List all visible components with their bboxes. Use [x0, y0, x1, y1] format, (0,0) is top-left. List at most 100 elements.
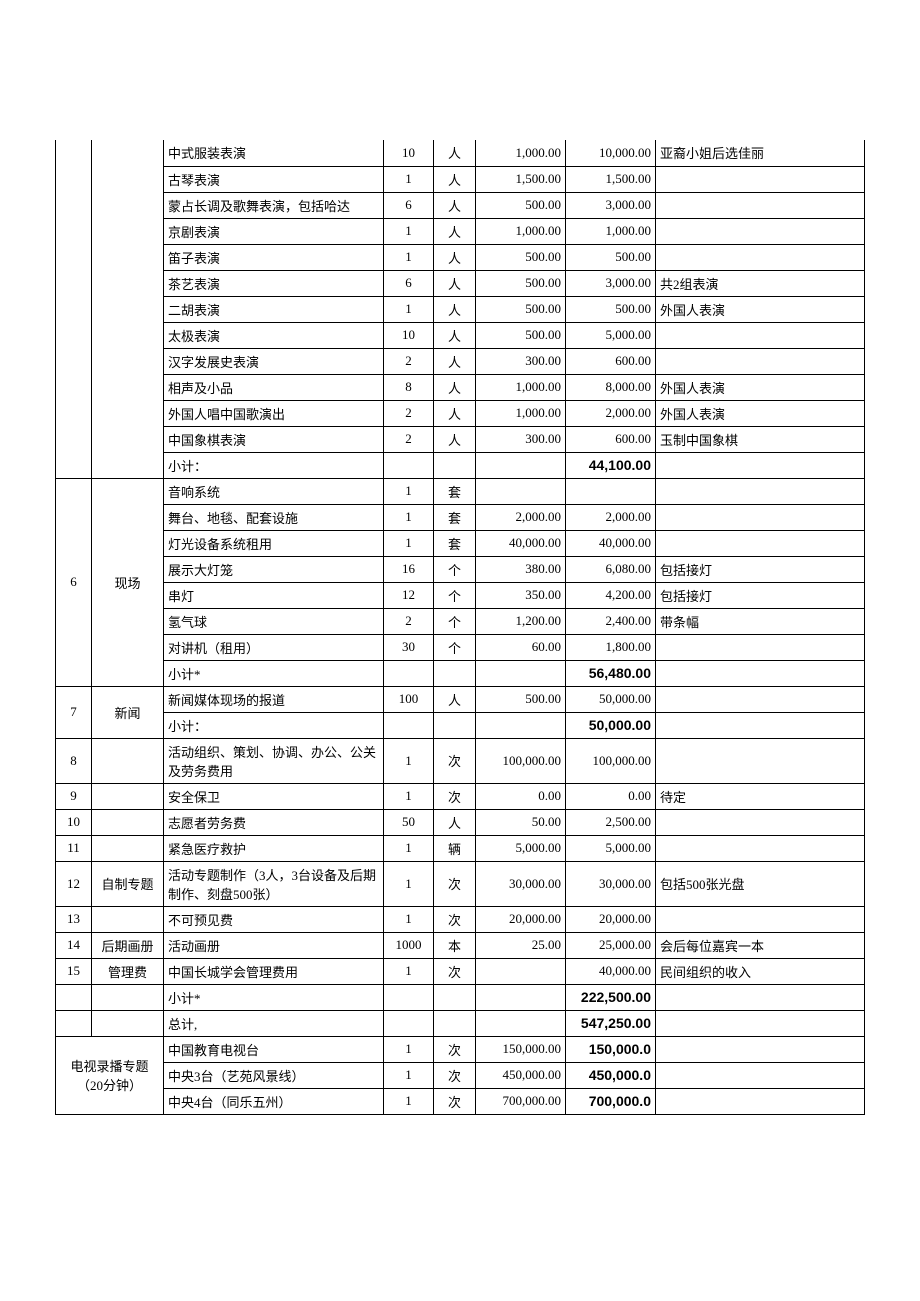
table-row: 串灯12个350.004,200.00包括接灯 [56, 582, 865, 608]
table-row: 小计*222,500.00 [56, 984, 865, 1010]
table-cell [656, 809, 865, 835]
table-cell: 自制专题 [92, 861, 164, 906]
table-cell: 志愿者劳务费 [164, 809, 384, 835]
table-cell: 1,000.00 [476, 218, 566, 244]
table-cell [656, 478, 865, 504]
table-cell: 1 [384, 958, 434, 984]
table-row: 对讲机（租用）30个60.001,800.00 [56, 634, 865, 660]
table-cell: 1 [384, 1036, 434, 1062]
table-cell: 展示大灯笼 [164, 556, 384, 582]
table-cell [476, 984, 566, 1010]
table-row: 展示大灯笼16个380.006,080.00包括接灯 [56, 556, 865, 582]
table-cell [384, 984, 434, 1010]
table-cell [476, 958, 566, 984]
table-cell: 人 [434, 400, 476, 426]
table-cell: 5,000.00 [476, 835, 566, 861]
table-cell: 14 [56, 932, 92, 958]
table-cell [566, 478, 656, 504]
table-cell: 11 [56, 835, 92, 861]
table-cell: 8,000.00 [566, 374, 656, 400]
table-cell: 次 [434, 1088, 476, 1114]
table-row: 电视录播专题（20分钟）中国教育电视台1次150,000.00150,000.0 [56, 1036, 865, 1062]
table-cell: 小计： [164, 452, 384, 478]
table-cell: 辆 [434, 835, 476, 861]
table-cell: 总计, [164, 1010, 384, 1036]
table-cell: 500.00 [476, 270, 566, 296]
table-cell: 外国人唱中国歌演出 [164, 400, 384, 426]
table-cell: 20,000.00 [566, 906, 656, 932]
table-cell: 50.00 [476, 809, 566, 835]
table-cell [656, 166, 865, 192]
table-cell: 1 [384, 166, 434, 192]
table-cell [476, 660, 566, 686]
table-row: 小计：50,000.00 [56, 712, 865, 738]
table-cell [656, 984, 865, 1010]
table-cell [656, 530, 865, 556]
table-cell: 人 [434, 296, 476, 322]
table-cell: 1 [384, 296, 434, 322]
table-cell [384, 712, 434, 738]
table-row: 小计*56,480.00 [56, 660, 865, 686]
table-cell: 56,480.00 [566, 660, 656, 686]
table-cell: 次 [434, 1036, 476, 1062]
table-cell [656, 835, 865, 861]
table-cell: 700,000.00 [476, 1088, 566, 1114]
table-cell: 60.00 [476, 634, 566, 660]
table-cell: 600.00 [566, 426, 656, 452]
table-cell: 人 [434, 348, 476, 374]
table-cell: 16 [384, 556, 434, 582]
table-row: 氢气球2个1,200.002,400.00带条幅 [56, 608, 865, 634]
table-cell: 2,000.00 [566, 504, 656, 530]
table-cell: 外国人表演 [656, 400, 865, 426]
table-cell: 40,000.00 [566, 530, 656, 556]
table-cell: 个 [434, 608, 476, 634]
table-cell: 蒙占长调及歌舞表演，包括哈达 [164, 192, 384, 218]
table-cell [656, 1036, 865, 1062]
table-cell: 2 [384, 608, 434, 634]
table-cell: 人 [434, 426, 476, 452]
table-cell: 6 [56, 478, 92, 686]
table-cell [656, 712, 865, 738]
table-cell: 京剧表演 [164, 218, 384, 244]
table-cell: 6 [384, 192, 434, 218]
table-cell [656, 452, 865, 478]
table-cell: 包括接灯 [656, 582, 865, 608]
table-cell: 中国象棋表演 [164, 426, 384, 452]
table-cell: 700,000.0 [566, 1088, 656, 1114]
table-cell [476, 478, 566, 504]
table-row: 11紧急医疗救护1辆5,000.005,000.00 [56, 835, 865, 861]
table-cell: 人 [434, 322, 476, 348]
table-cell: 500.00 [476, 296, 566, 322]
table-cell: 3,000.00 [566, 192, 656, 218]
table-cell [656, 192, 865, 218]
table-cell: 次 [434, 861, 476, 906]
table-cell: 100,000.00 [476, 738, 566, 783]
table-cell [656, 660, 865, 686]
table-row: 茶艺表演6人500.003,000.00共2组表演 [56, 270, 865, 296]
table-cell: 笛子表演 [164, 244, 384, 270]
table-cell: 0.00 [566, 783, 656, 809]
table-cell: 人 [434, 166, 476, 192]
table-cell: 舞台、地毯、配套设施 [164, 504, 384, 530]
table-cell: 1 [384, 738, 434, 783]
table-cell: 1 [384, 1088, 434, 1114]
table-cell: 300.00 [476, 426, 566, 452]
table-cell: 380.00 [476, 556, 566, 582]
table-cell [434, 712, 476, 738]
table-cell: 1,200.00 [476, 608, 566, 634]
table-cell: 450,000.0 [566, 1062, 656, 1088]
table-cell: 1 [384, 504, 434, 530]
budget-table: 中式服装表演10人1,000.0010,000.00亚裔小姐后选佳丽古琴表演1人… [55, 140, 865, 1115]
table-cell [92, 783, 164, 809]
table-row: 舞台、地毯、配套设施1套2,000.002,000.00 [56, 504, 865, 530]
table-cell: 人 [434, 270, 476, 296]
table-cell: 450,000.00 [476, 1062, 566, 1088]
table-cell: 二胡表演 [164, 296, 384, 322]
table-cell: 1000 [384, 932, 434, 958]
table-cell [384, 452, 434, 478]
table-cell: 222,500.00 [566, 984, 656, 1010]
table-row: 外国人唱中国歌演出2人1,000.002,000.00外国人表演 [56, 400, 865, 426]
table-cell [92, 738, 164, 783]
table-cell: 1 [384, 530, 434, 556]
table-cell [92, 906, 164, 932]
